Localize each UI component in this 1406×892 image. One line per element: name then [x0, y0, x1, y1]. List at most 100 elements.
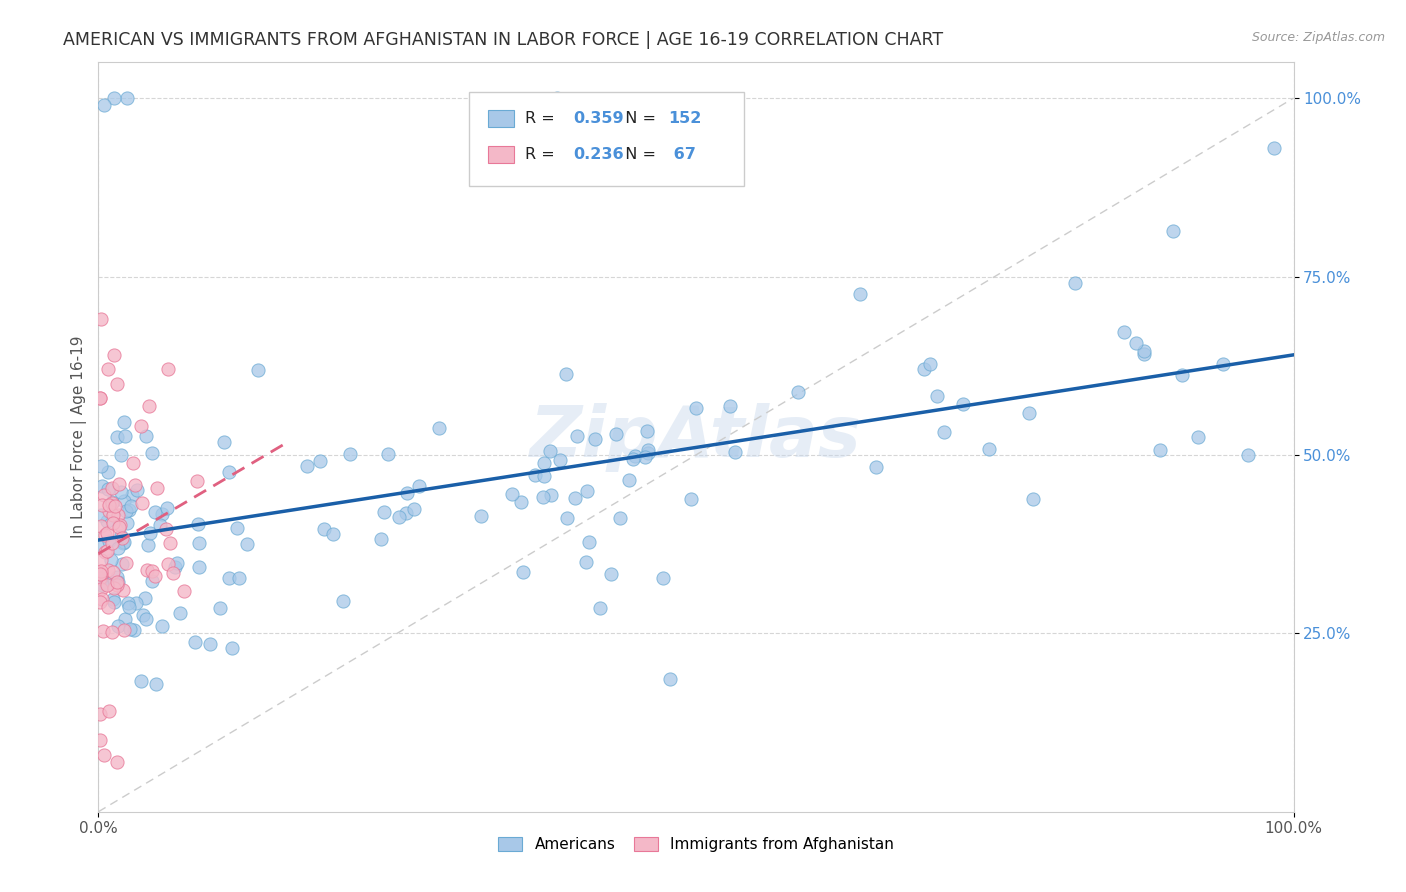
- Point: [636, 424, 658, 438]
- Text: N =: N =: [614, 147, 661, 162]
- Point: [93, 528, 115, 542]
- Point: [609, 511, 631, 525]
- Point: [103, 582, 125, 596]
- Point: [93, 98, 115, 112]
- Point: [89, 733, 111, 747]
- Point: [110, 448, 132, 462]
- Point: [1171, 368, 1194, 383]
- Point: [952, 397, 974, 411]
- Point: [135, 563, 157, 577]
- Point: [104, 499, 127, 513]
- Point: [141, 446, 163, 460]
- Point: [1263, 141, 1285, 155]
- Point: [186, 516, 208, 531]
- Point: [145, 677, 167, 691]
- Point: [135, 612, 157, 626]
- Point: [150, 508, 173, 522]
- Point: [408, 479, 430, 493]
- Point: [138, 400, 160, 414]
- Point: [624, 449, 647, 463]
- Point: [120, 499, 142, 513]
- Point: [1149, 443, 1171, 458]
- Point: [125, 596, 148, 610]
- Point: [1133, 347, 1156, 361]
- Point: [1187, 430, 1209, 444]
- Point: [117, 596, 139, 610]
- Point: [377, 447, 399, 461]
- Point: [512, 565, 534, 579]
- Point: [652, 571, 675, 585]
- Point: [90, 564, 112, 578]
- Point: [555, 510, 578, 524]
- Point: [1022, 492, 1045, 507]
- Point: [97, 704, 120, 718]
- Point: [427, 421, 450, 435]
- Point: [114, 429, 136, 443]
- Point: [135, 429, 157, 443]
- Point: [634, 450, 657, 464]
- Point: [155, 522, 177, 536]
- Point: [314, 522, 336, 536]
- Point: [295, 459, 318, 474]
- Text: Source: ZipAtlas.com: Source: ZipAtlas.com: [1251, 31, 1385, 45]
- Point: [110, 485, 132, 500]
- Point: [617, 473, 640, 487]
- Point: [159, 536, 181, 550]
- Point: [112, 623, 135, 637]
- Point: [679, 491, 702, 506]
- Point: [90, 582, 112, 596]
- Point: [108, 517, 131, 532]
- Point: [718, 399, 741, 413]
- Point: [101, 536, 124, 550]
- Point: [599, 566, 621, 581]
- Point: [156, 362, 179, 376]
- Point: [96, 578, 118, 592]
- Point: [105, 376, 128, 391]
- Point: [166, 557, 188, 571]
- Point: [786, 385, 808, 400]
- Point: [89, 571, 111, 585]
- Point: [583, 432, 606, 446]
- Point: [111, 536, 134, 550]
- Point: [110, 528, 132, 542]
- Point: [396, 485, 419, 500]
- Point: [97, 498, 120, 512]
- Point: [322, 527, 344, 541]
- Point: [111, 531, 134, 545]
- Point: [121, 488, 143, 502]
- Point: [89, 706, 111, 721]
- Point: [103, 595, 125, 609]
- Point: [578, 535, 600, 549]
- Point: [103, 348, 125, 362]
- Point: [186, 474, 208, 488]
- Point: [115, 91, 138, 105]
- Point: [107, 508, 129, 523]
- Point: [105, 755, 128, 769]
- Point: [565, 429, 588, 443]
- Point: [107, 520, 129, 534]
- Point: [118, 622, 141, 636]
- Point: [145, 481, 167, 495]
- Point: [117, 516, 139, 530]
- Point: [112, 583, 135, 598]
- Point: [932, 425, 955, 440]
- Point: [1125, 335, 1147, 350]
- Point: [208, 601, 231, 615]
- Point: [1237, 448, 1260, 462]
- Point: [107, 430, 129, 444]
- Point: [173, 584, 195, 599]
- Point: [1163, 224, 1185, 238]
- Point: [101, 496, 124, 510]
- Text: AMERICAN VS IMMIGRANTS FROM AFGHANISTAN IN LABOR FORCE | AGE 16-19 CORRELATION C: AMERICAN VS IMMIGRANTS FROM AFGHANISTAN …: [63, 31, 943, 49]
- Point: [546, 91, 568, 105]
- Point: [575, 484, 598, 499]
- Point: [131, 496, 153, 510]
- Point: [107, 541, 129, 555]
- Point: [373, 505, 395, 519]
- Point: [101, 495, 124, 509]
- Point: [94, 545, 117, 559]
- Point: [724, 445, 747, 459]
- Point: [90, 567, 112, 582]
- Point: [89, 566, 111, 581]
- Point: [236, 536, 259, 550]
